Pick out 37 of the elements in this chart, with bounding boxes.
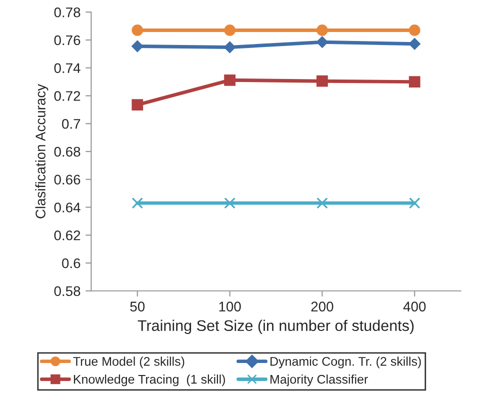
point: [224, 24, 236, 36]
point: [316, 36, 328, 48]
y-tick-label: 0.66: [54, 174, 80, 185]
point: [408, 76, 420, 88]
y-tick-label: 0.64: [54, 202, 80, 212]
point: [408, 38, 420, 50]
point: [408, 24, 420, 36]
x-tick-label: 200: [311, 302, 334, 312]
y-tick-label: 0.6: [62, 258, 80, 268]
y-tick-label: 0.62: [54, 230, 80, 240]
point: [132, 197, 144, 209]
point: [132, 40, 144, 52]
point: [224, 74, 236, 86]
legend-label: Majority Classifier: [270, 374, 368, 386]
point: [224, 197, 236, 209]
y-axis-title: Clasification Accuracy: [35, 84, 48, 218]
point: [316, 75, 328, 87]
y-tick-label: 0.68: [54, 146, 80, 157]
y-tick-label: 0.76: [54, 35, 80, 46]
point: [316, 24, 328, 36]
legend-label: Knowledge Tracing (1 skill): [74, 374, 225, 386]
legend-label: Dynamic Cogn. Tr. (2 skills): [270, 356, 421, 368]
x-tick-label: 100: [219, 302, 241, 312]
point: [132, 24, 144, 36]
x-tick-label: 400: [403, 302, 426, 312]
x-tick-label: 50: [130, 302, 145, 312]
x-axis-title: Training Set Size (in number of students): [138, 320, 414, 334]
point: [132, 99, 144, 111]
point: [316, 197, 328, 209]
point: [408, 197, 420, 209]
legend-label: True Model (2 skills): [73, 356, 184, 368]
y-tick-label: 0.58: [54, 286, 80, 296]
y-tick-label: 0.74: [54, 63, 80, 74]
point: [224, 42, 236, 53]
y-tick-label: 0.7: [62, 118, 80, 129]
y-tick-label: 0.78: [54, 7, 80, 18]
y-tick-label: 0.72: [54, 91, 80, 101]
